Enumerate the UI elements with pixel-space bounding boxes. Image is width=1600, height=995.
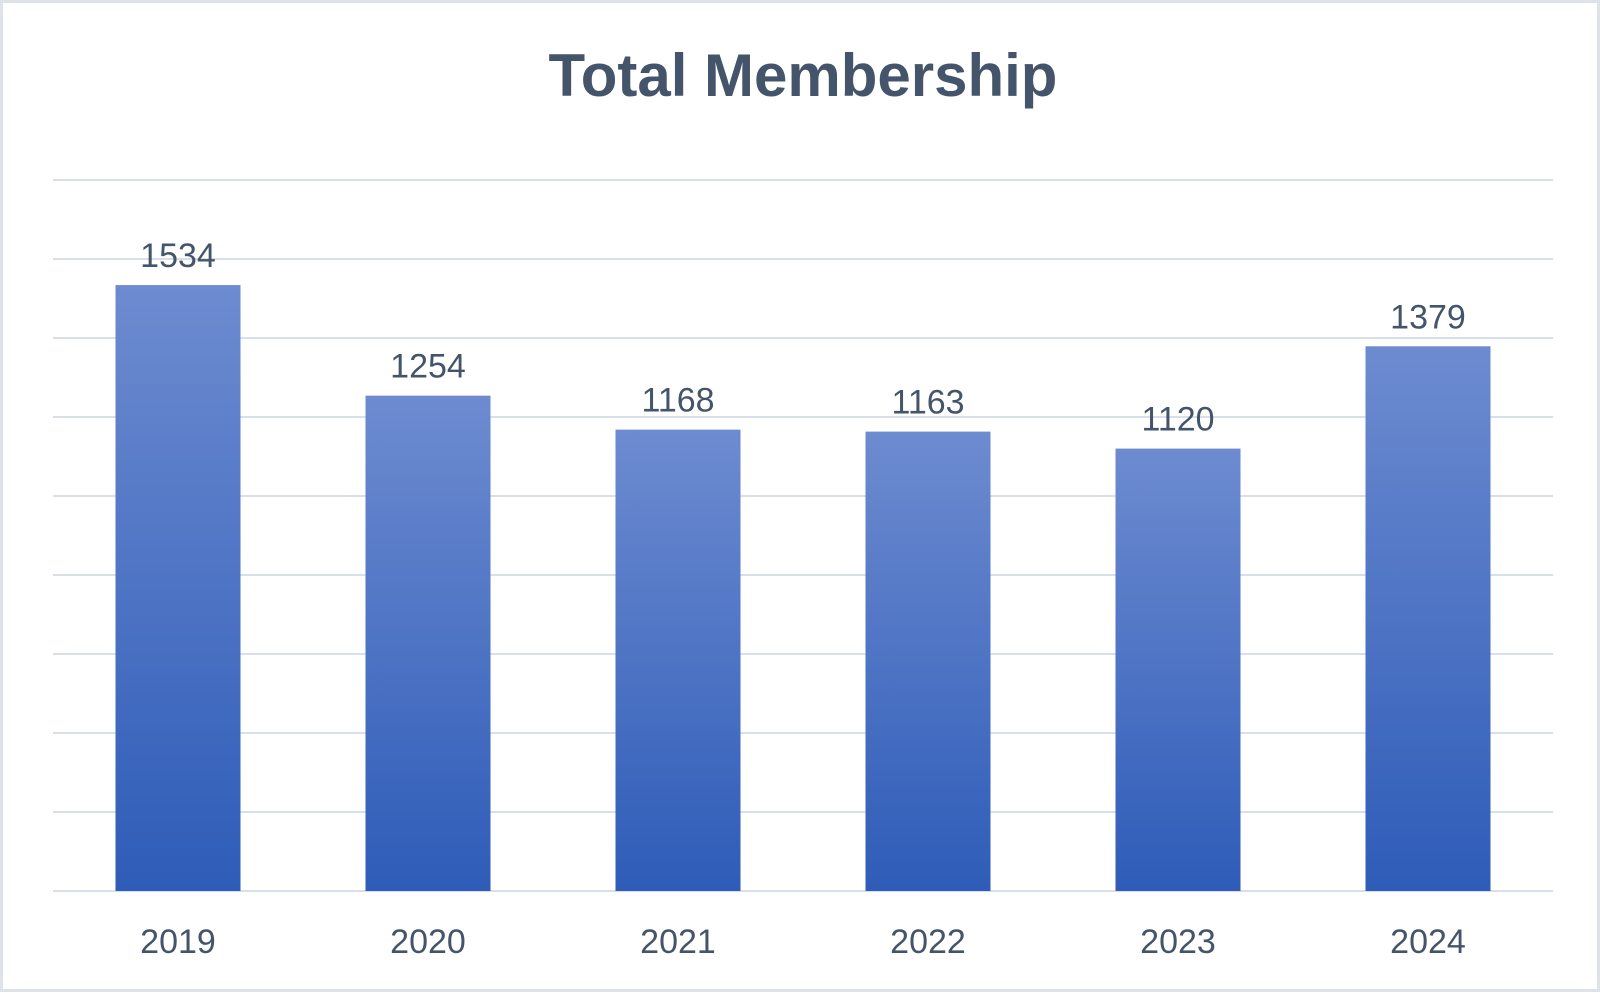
bar-2019	[115, 285, 241, 891]
x-tick-label-2024: 2024	[1390, 923, 1466, 961]
bar-2023	[1115, 448, 1241, 891]
gridlines	[53, 179, 1553, 892]
data-labels: 1534 1254 1168 1163 1120 1379	[140, 237, 1466, 439]
bar-2021	[615, 429, 741, 891]
x-tick-label-2023: 2023	[1140, 923, 1216, 961]
bar-2024	[1365, 346, 1491, 891]
bar-chart: 1534 1254 1168 1163 1120 1379 2019 2020 2021 202…	[53, 179, 1553, 961]
bar-2022	[865, 431, 991, 891]
data-label-2022: 1163	[891, 384, 964, 422]
data-label-2020: 1254	[390, 348, 466, 386]
x-tick-label-2020: 2020	[390, 923, 466, 961]
data-label-2019: 1534	[140, 237, 216, 275]
x-tick-label-2021: 2021	[640, 923, 716, 961]
data-label-2021: 1168	[641, 382, 714, 420]
data-label-2023: 1120	[1141, 401, 1214, 439]
x-axis-tick-labels: 2019 2020 2021 2022 2023 2024	[140, 923, 1466, 961]
data-label-2024: 1379	[1390, 298, 1466, 336]
x-tick-label-2022: 2022	[890, 923, 966, 961]
bars	[115, 285, 1491, 891]
chart-title: Total Membership	[548, 42, 1058, 109]
x-tick-label-2019: 2019	[140, 923, 216, 961]
bar-2020	[365, 395, 491, 891]
